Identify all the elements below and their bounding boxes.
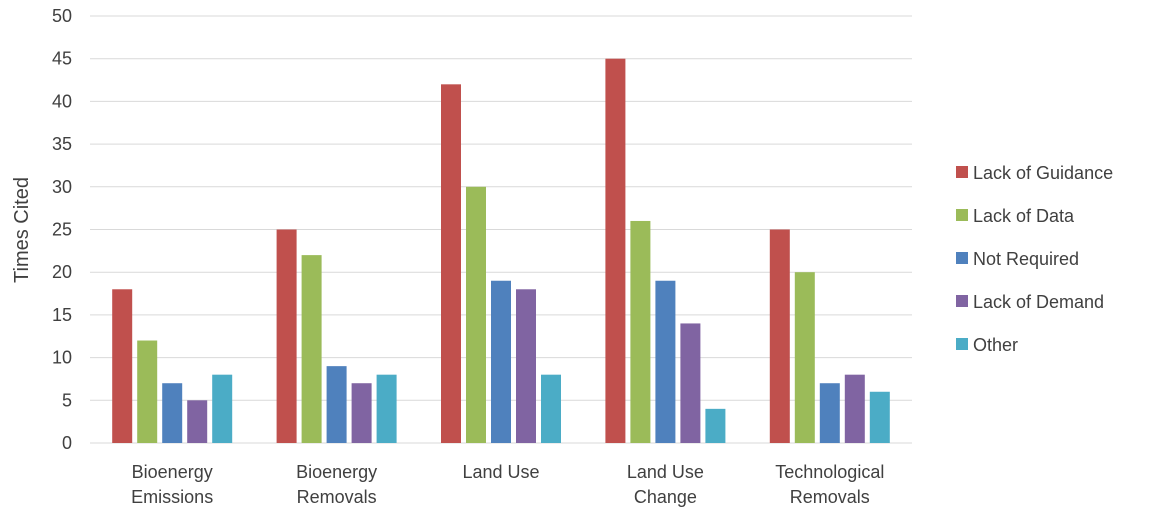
bar-not-required [491,280,511,443]
legend-label: Other [973,335,1018,355]
legend-swatch [956,209,968,221]
bar-lack-of-guidance [276,229,297,443]
x-category-label: Technological [775,462,884,482]
bar-lack-of-data [137,340,158,443]
bar-not-required [819,383,840,443]
bar-not-required [326,366,347,443]
bar-other [869,391,890,443]
legend: Lack of Guidance Lack of Data Not Required… [956,163,1113,355]
legend-label: Lack of Data [973,206,1075,226]
legend-swatch [956,338,968,350]
bar-lack-of-guidance [441,84,461,443]
y-tick-label: 0 [62,433,72,453]
bar-not-required [655,280,676,443]
y-tick-label: 5 [62,390,72,410]
legend-label: Not Required [973,249,1079,269]
bars [112,58,890,444]
bar-other [212,374,233,443]
bar-lack-of-guidance [112,289,133,443]
bar-lack-of-demand [351,383,372,443]
x-category-label: Removals [297,487,377,507]
bar-lack-of-data [794,272,815,443]
y-tick-label: 40 [52,91,72,111]
y-tick-label: 50 [52,6,72,26]
x-category-label: Removals [790,487,870,507]
bar-other [376,374,397,443]
y-tick-label: 45 [52,49,72,69]
x-category-label: Land Use [627,462,704,482]
bar-lack-of-data [466,186,486,444]
bar-lack-of-guidance [605,58,626,443]
bar-lack-of-demand [680,323,701,443]
y-tick-label: 20 [52,262,72,282]
y-tick-label: 25 [52,220,72,240]
legend-swatch [956,252,968,264]
x-category-label: Bioenergy [296,462,377,482]
x-category-label: Emissions [131,487,213,507]
x-axis-category-labels: Bioenergy Emissions Bioenergy Removals Land … [131,462,884,507]
y-tick-label: 35 [52,134,72,154]
bar-lack-of-data [301,255,322,443]
bar-lack-of-data [630,220,651,443]
x-category-label: Land Use [462,462,539,482]
y-tick-label: 15 [52,305,72,325]
bar-lack-of-demand [187,400,208,443]
x-category-label: Change [634,487,697,507]
x-category-label: Bioenergy [132,462,213,482]
y-axis-title: Times Cited [11,177,33,283]
bar-not-required [162,383,183,443]
legend-swatch [956,295,968,307]
bar-lack-of-guidance [769,229,790,443]
legend-label: Lack of Guidance [973,163,1113,183]
legend-swatch [956,166,968,178]
bar-lack-of-demand [516,289,536,443]
y-axis-tick-labels: 0 5 10 15 20 25 30 35 40 45 50 [52,6,72,453]
bar-other [541,374,561,443]
y-tick-label: 10 [52,348,72,368]
bar-lack-of-demand [844,374,865,443]
bar-other [705,408,726,443]
y-tick-label: 30 [52,177,72,197]
legend-label: Lack of Demand [973,292,1104,312]
